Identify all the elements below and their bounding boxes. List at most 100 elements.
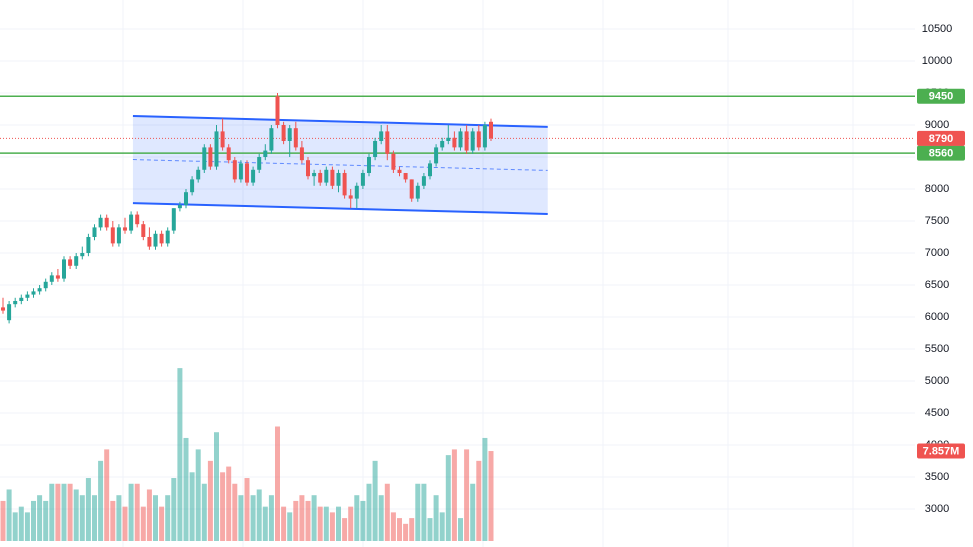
candle-body [299,147,304,161]
y-tick-label: 9000 [925,119,949,131]
volume-bar [390,512,396,541]
volume-bar [67,483,73,541]
volume-bar [0,500,6,541]
volume-bar [12,512,18,541]
candle-body [245,163,249,183]
candle-body [342,172,347,196]
channel-line [132,202,548,215]
candle-body [226,147,231,161]
candle-body [336,172,341,186]
y-tick-label: 10500 [922,23,953,35]
candle-body [43,281,48,289]
volume-bar [311,495,317,541]
candle-body [293,128,298,148]
candle-body [409,179,414,199]
volume-bar [79,495,85,541]
y-tick-label: 6000 [925,311,949,323]
volume-bar [61,483,67,541]
y-tick-label: 5000 [925,375,949,387]
candle-body [177,204,182,209]
volume-bar [201,483,207,541]
candle-body [80,252,85,257]
volume-bar [342,518,348,541]
volume-bar [220,472,226,541]
candle-body [446,137,451,141]
volume-bar [445,455,451,541]
volume-bar [464,449,470,541]
volume-bar [24,512,30,541]
volume-bar [122,506,128,541]
volume-bar [427,518,433,541]
volume-tag: 7.857M [923,445,960,457]
candle-body [171,208,176,231]
candle-body [98,217,103,228]
volume-bar [31,500,36,541]
candle-body [104,217,109,228]
volume-bar [55,483,61,541]
candle-body [202,147,207,170]
volume-bar [409,518,415,541]
candle-body [208,147,213,167]
candle-body [13,300,18,305]
volume-bar [128,483,134,541]
candle-body [367,156,371,173]
volume-bar [146,489,152,541]
candle-body [19,297,24,301]
volume-bar [92,495,97,541]
candle-body [135,214,140,225]
volume-bar [476,460,482,541]
volume-bar [421,483,427,541]
volume-bar [329,512,335,541]
candle-body [7,304,12,321]
volume-bar [73,489,79,541]
volume-bar [85,478,91,541]
volume-bar [6,489,12,541]
volume-bar [49,483,55,541]
candle-body [306,160,310,177]
volume-bar [134,483,140,541]
volume-bar [433,495,439,541]
candle-body [373,140,378,157]
volume-bar [232,483,238,541]
volume-bar [384,483,390,541]
candle-body [263,150,268,157]
candle-body [251,169,256,183]
y-tick-label: 3000 [925,503,949,515]
last-price-tag: 8790 [929,133,953,145]
candle-body [275,96,280,125]
candle-body [257,156,262,170]
volume-bar [336,506,341,541]
candle-body [281,124,286,141]
candle-body [391,153,396,170]
candle-body [214,131,219,167]
candle-body [220,131,225,148]
y-tick-label: 7000 [925,247,949,259]
candle-body [123,227,127,231]
volume-bar [165,495,171,541]
candle-body [37,288,42,292]
candle-body [397,169,402,173]
volume-bar [171,478,177,541]
candle-body [360,172,365,186]
candle-body [129,214,134,231]
volume-bar [366,483,372,541]
y-tick-label: 3500 [925,471,949,483]
candle-body [196,169,201,180]
y-tick-label: 5500 [925,343,949,355]
candle-body [385,131,390,154]
volume-bar [482,437,488,541]
candle-body [184,192,188,205]
candle-body [1,307,5,311]
candle-body [92,227,97,237]
volume-bar [458,518,463,541]
candle-body [330,169,335,186]
candle-body [440,140,445,148]
volume-bar [397,518,402,541]
volume-bar [37,495,43,541]
volume-bar [43,500,49,541]
volume-bar [250,495,256,541]
y-tick-label: 8000 [925,183,949,195]
volume-bar [287,512,293,541]
candle-body [190,179,195,193]
candle-body [452,137,457,148]
